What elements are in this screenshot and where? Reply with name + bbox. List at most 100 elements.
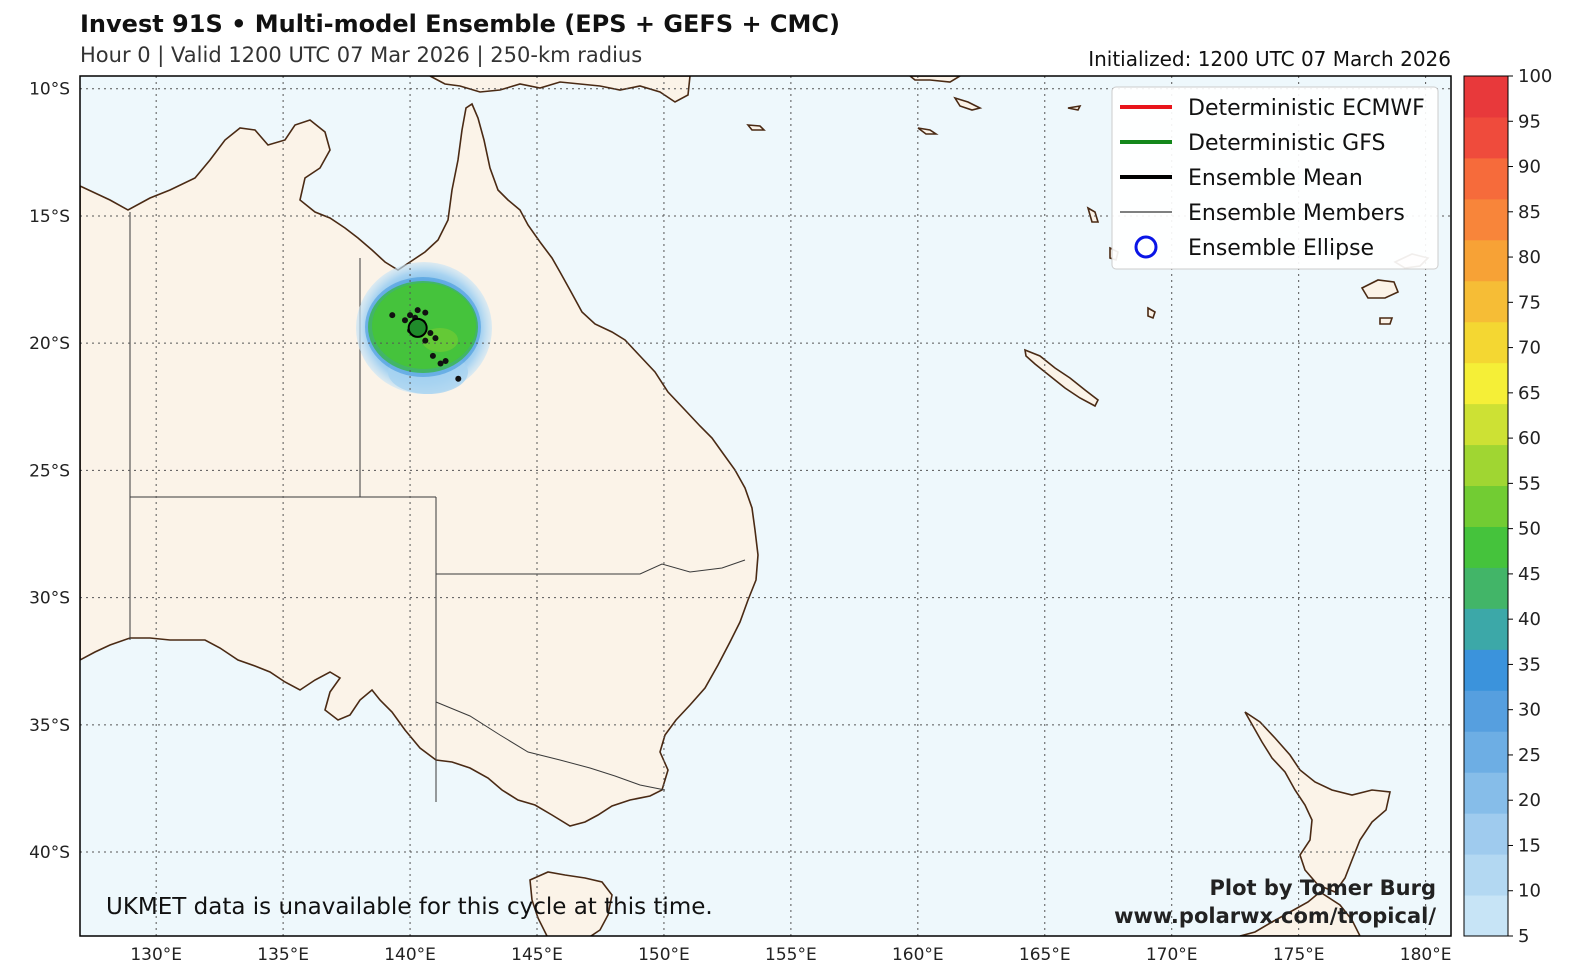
colorbar-frame bbox=[1463, 75, 1509, 937]
colorbar-tick-label: 60 bbox=[1518, 428, 1541, 449]
latitude-labels: 10°S 15°S 20°S 25°S 30°S 35°S 40°S bbox=[29, 80, 70, 863]
lon-label: 150°E bbox=[638, 945, 690, 965]
legend-gfs-label: Deterministic GFS bbox=[1188, 131, 1385, 156]
colorbar-segment bbox=[1464, 198, 1508, 241]
colorbar-tick-label: 90 bbox=[1518, 157, 1541, 178]
colorbar-segment bbox=[1464, 403, 1508, 446]
colorbar-segment bbox=[1464, 608, 1508, 650]
lat-label: 15°S bbox=[29, 207, 70, 227]
colorbar-tick-label: 45 bbox=[1518, 564, 1541, 585]
solomon-island bbox=[953, 96, 983, 111]
colorbar-segment bbox=[1464, 321, 1508, 364]
lon-label: 175°E bbox=[1273, 945, 1325, 965]
longitude-labels: 130°E 135°E 140°E 145°E 150°E 155°E 160°E 165°E… bbox=[130, 945, 1451, 965]
ensemble-member-point bbox=[437, 360, 444, 367]
colorbar-tick-label: 40 bbox=[1518, 609, 1541, 630]
lat-label: 35°S bbox=[29, 716, 70, 736]
colorbar-segment bbox=[1464, 772, 1508, 814]
ensemble-member-point bbox=[429, 352, 436, 359]
state-borders bbox=[129, 212, 746, 802]
colorbar-tick-label: 50 bbox=[1518, 519, 1541, 540]
ensemble-member-point bbox=[401, 317, 408, 324]
legend-box bbox=[1111, 86, 1439, 270]
solomon-island bbox=[908, 76, 962, 83]
lat-label: 30°S bbox=[29, 589, 70, 609]
colorbar-tick-label: 85 bbox=[1518, 202, 1541, 223]
colorbar-segment bbox=[1464, 280, 1508, 323]
colorbar-tick-label: 15 bbox=[1518, 835, 1541, 856]
australia-landmass bbox=[80, 102, 759, 827]
ensemble-member-point bbox=[407, 312, 414, 319]
lon-label: 130°E bbox=[130, 945, 182, 965]
colorbar-tick-label: 70 bbox=[1518, 338, 1541, 359]
lon-label: 160°E bbox=[892, 945, 944, 965]
ensemble-member-point bbox=[422, 309, 429, 316]
colorbar-tick-label: 5 bbox=[1518, 926, 1529, 947]
storm-center-marker bbox=[407, 317, 428, 338]
lon-label: 140°E bbox=[384, 945, 436, 965]
credit-author: Plot by Tomer Burg bbox=[1210, 876, 1437, 900]
colorbar-tick-label: 65 bbox=[1518, 383, 1541, 404]
colorbar-segment bbox=[1464, 649, 1508, 691]
colorbar-segment bbox=[1464, 813, 1508, 855]
probability-colorbar bbox=[1463, 75, 1509, 937]
coral-sea-island bbox=[1067, 104, 1082, 111]
map-frame bbox=[79, 75, 1452, 937]
lon-label: 180°E bbox=[1400, 945, 1452, 965]
lon-label: 165°E bbox=[1019, 945, 1071, 965]
colorbar-tick-label: 75 bbox=[1518, 292, 1541, 313]
ensemble-member-point bbox=[422, 337, 429, 344]
lat-label: 20°S bbox=[29, 334, 70, 354]
colorbar-tick-label: 100 bbox=[1518, 66, 1552, 87]
colorbar-segment bbox=[1464, 485, 1508, 527]
colorbar-segment bbox=[1464, 76, 1508, 118]
ensemble-member-point bbox=[389, 312, 396, 319]
colorbar-tick-label: 95 bbox=[1518, 111, 1541, 132]
ensemble-member-point bbox=[455, 375, 462, 382]
colorbar-tick-label: 20 bbox=[1518, 790, 1541, 811]
credit-url: www.polarwx.com/tropical/ bbox=[1114, 904, 1436, 928]
colorbar-tick-label: 80 bbox=[1518, 247, 1541, 268]
map-title: Invest 91S • Multi-model Ensemble (EPS +… bbox=[80, 10, 840, 38]
legend: Deterministic ECMWF Deterministic GFS En… bbox=[1111, 86, 1439, 270]
legend-mean-label: Ensemble Mean bbox=[1188, 166, 1363, 191]
ensemble-member-point bbox=[442, 357, 449, 364]
colorbar-tick-label: 25 bbox=[1518, 745, 1541, 766]
map-gridlines bbox=[80, 76, 1451, 936]
vanuatu-island bbox=[1147, 306, 1156, 320]
new-caledonia bbox=[1023, 348, 1100, 408]
map-subtitle: Hour 0 | Valid 1200 UTC 07 Mar 2026 | 25… bbox=[80, 43, 643, 67]
colorbar-segment bbox=[1464, 362, 1508, 405]
solomon-island bbox=[917, 127, 939, 135]
colorbar-segment bbox=[1464, 731, 1508, 773]
colorbar-labels: 5 10 15 20 25 30 35 40 45 50 55 60 65 70 75 80 85 90 95 100 bbox=[1508, 66, 1552, 947]
lat-label: 25°S bbox=[29, 461, 70, 481]
ensemble-member-point bbox=[432, 335, 439, 342]
colorbar-segment bbox=[1464, 854, 1508, 896]
colorbar-segment bbox=[1464, 444, 1508, 487]
new-zealand-south-island bbox=[1239, 891, 1361, 936]
lon-label: 170°E bbox=[1146, 945, 1198, 965]
vanuatu-island bbox=[1086, 206, 1100, 223]
colorbar-segment bbox=[1464, 526, 1508, 568]
colorbar-segment bbox=[1464, 567, 1508, 609]
ensemble-member-point bbox=[414, 307, 421, 314]
ensemble-member-point bbox=[427, 329, 434, 336]
fiji-island bbox=[1360, 279, 1400, 299]
tasmania-landmass bbox=[529, 871, 613, 936]
lat-label: 40°S bbox=[29, 843, 70, 863]
lon-label: 155°E bbox=[765, 945, 817, 965]
new-zealand-north-island bbox=[1244, 711, 1391, 893]
solomon-island bbox=[746, 124, 766, 131]
colorbar-segment bbox=[1464, 116, 1508, 159]
colorbar-segment bbox=[1464, 690, 1508, 732]
vanuatu-island bbox=[1379, 317, 1394, 325]
colorbar-tick-label: 55 bbox=[1518, 473, 1541, 494]
lon-label: 135°E bbox=[257, 945, 309, 965]
colorbar-segment bbox=[1464, 157, 1508, 200]
colorbar-segment bbox=[1464, 895, 1508, 937]
legend-ecmwf-label: Deterministic ECMWF bbox=[1188, 96, 1425, 121]
legend-ellipse-label: Ensemble Ellipse bbox=[1188, 236, 1374, 261]
new-guinea-landmass bbox=[429, 76, 691, 103]
